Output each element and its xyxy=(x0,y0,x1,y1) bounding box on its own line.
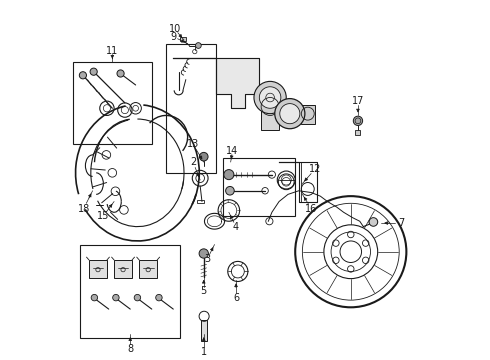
Bar xyxy=(139,260,157,278)
Bar xyxy=(166,44,216,173)
Bar xyxy=(201,320,207,341)
Text: 15: 15 xyxy=(97,211,110,221)
Bar xyxy=(300,105,315,125)
Text: 16: 16 xyxy=(305,204,318,214)
Circle shape xyxy=(117,70,124,77)
Circle shape xyxy=(91,294,98,301)
Text: 2: 2 xyxy=(190,157,196,167)
Bar xyxy=(180,37,186,41)
Circle shape xyxy=(199,249,208,258)
Text: 3: 3 xyxy=(204,254,210,264)
Circle shape xyxy=(224,170,234,180)
Circle shape xyxy=(280,104,300,124)
Text: 8: 8 xyxy=(127,343,133,354)
Circle shape xyxy=(353,116,363,126)
Text: 17: 17 xyxy=(352,96,364,106)
Circle shape xyxy=(156,294,162,301)
Circle shape xyxy=(79,72,87,79)
Bar xyxy=(73,62,152,144)
Bar xyxy=(223,158,295,216)
Text: 13: 13 xyxy=(187,139,199,149)
Circle shape xyxy=(225,186,234,195)
Text: 12: 12 xyxy=(309,164,321,174)
Polygon shape xyxy=(173,58,259,108)
Text: 4: 4 xyxy=(233,222,239,231)
Circle shape xyxy=(275,99,305,129)
Bar xyxy=(261,107,279,130)
Text: 1: 1 xyxy=(201,347,207,357)
Text: 7: 7 xyxy=(398,218,404,228)
Bar xyxy=(80,244,180,338)
Circle shape xyxy=(134,294,141,301)
Text: 6: 6 xyxy=(233,293,239,303)
Text: 10: 10 xyxy=(169,24,181,35)
Text: 14: 14 xyxy=(226,146,239,156)
Circle shape xyxy=(199,152,208,161)
Text: 11: 11 xyxy=(106,46,119,56)
Circle shape xyxy=(113,294,119,301)
Text: 18: 18 xyxy=(77,204,90,214)
Bar xyxy=(196,200,204,203)
Circle shape xyxy=(196,42,201,48)
Bar xyxy=(355,130,361,135)
Bar xyxy=(89,260,107,278)
Circle shape xyxy=(90,68,97,75)
Text: 9: 9 xyxy=(170,32,176,41)
Bar xyxy=(114,260,132,278)
Circle shape xyxy=(369,218,378,226)
Circle shape xyxy=(254,81,286,114)
Text: 5: 5 xyxy=(200,286,207,296)
Circle shape xyxy=(259,87,281,108)
